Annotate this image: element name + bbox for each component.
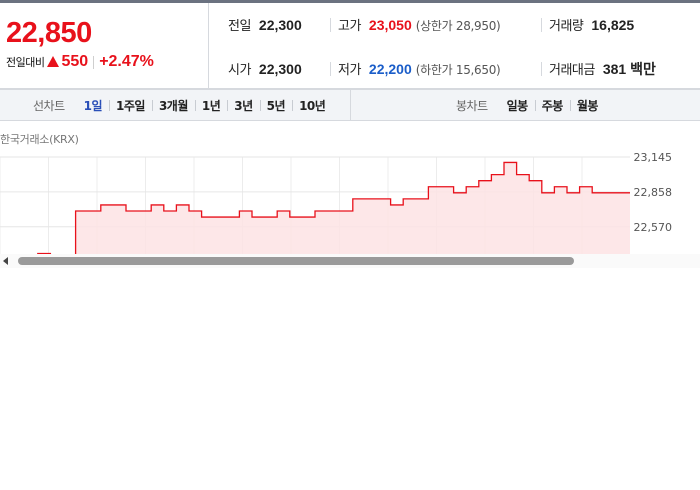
candle-chart-tabs: 봉차트 일봉 주봉 월봉	[456, 90, 605, 120]
tab-1-year[interactable]: 1년	[194, 97, 227, 114]
high-label: 고가	[338, 19, 361, 34]
volume-value: 16,825	[591, 17, 635, 33]
chart-scrollbar[interactable]	[0, 254, 700, 268]
divider	[93, 55, 95, 69]
low-value: 22,200	[368, 61, 412, 77]
prev-close-stat: 전일 22,300	[228, 15, 302, 34]
upper-limit: (상한가 28,950)	[415, 19, 501, 33]
divider	[541, 18, 542, 32]
prev-close-value: 22,300	[258, 17, 302, 33]
tab-1-week[interactable]: 1주일	[109, 97, 152, 114]
high-value: 23,050	[368, 17, 412, 33]
y-tick-label: 22,858	[634, 186, 673, 199]
trade-value-label: 거래대금	[549, 63, 595, 78]
prev-close-label: 전일	[228, 19, 251, 34]
current-price-box: 22,850 전일대비 550 +2.47%	[0, 3, 209, 88]
trade-value-value: 381 백만	[602, 61, 656, 77]
y-tick-label: 23,145	[634, 151, 673, 164]
current-price: 22,850	[6, 17, 92, 49]
change-row: 전일대비 550 +2.47%	[6, 53, 154, 71]
tab-10-years[interactable]: 10년	[292, 97, 332, 114]
open-stat: 시가 22,300	[228, 59, 302, 78]
trade-value-stat: 거래대금 381 백만	[549, 59, 656, 79]
lower-limit: (하한가 15,650)	[415, 63, 501, 77]
tab-weekly-candle[interactable]: 주봉	[534, 97, 570, 114]
line-chart-tabs: 선차트 1일 1주일 3개월 1년 3년 5년 10년	[33, 90, 332, 120]
high-stat: 고가 23,050 (상한가 28,950)	[338, 15, 501, 34]
scroll-left-arrow-icon[interactable]	[3, 257, 8, 265]
volume-label: 거래량	[549, 19, 584, 34]
divider	[541, 62, 542, 76]
low-label: 저가	[338, 63, 361, 78]
change-value: 550	[61, 53, 89, 70]
tab-1-day[interactable]: 1일	[83, 98, 103, 113]
open-label: 시가	[228, 63, 251, 78]
line-chart-label: 선차트	[33, 98, 65, 113]
price-line	[0, 161, 630, 261]
divider	[330, 62, 331, 76]
volume-stat: 거래량 16,825	[549, 15, 634, 34]
divider	[330, 18, 331, 32]
tab-daily-candle[interactable]: 일봉	[506, 98, 529, 113]
chart-tab-bar: 선차트 1일 1주일 3개월 1년 3년 5년 10년 봉차트 일봉 주봉 월봉	[0, 89, 700, 121]
exchange-label: 한국거래소(KRX)	[0, 133, 79, 146]
tab-3-months[interactable]: 3개월	[151, 97, 195, 114]
tab-5-years[interactable]: 5년	[259, 97, 292, 114]
y-tick-label: 22,570	[634, 221, 673, 234]
scrollbar-thumb[interactable]	[18, 257, 574, 265]
change-rate: +2.47%	[99, 53, 154, 70]
price-chart: 23,145 22,858 22,570 한국거래소(KRX)	[0, 120, 700, 262]
change-label: 전일대비	[6, 56, 45, 69]
top-border	[0, 0, 700, 3]
price-summary: 22,850 전일대비 550 +2.47% 전일 22,300 고가 23,0…	[0, 3, 700, 89]
up-triangle-icon	[47, 56, 60, 67]
tab-monthly-candle[interactable]: 월봉	[569, 97, 605, 114]
candle-chart-label: 봉차트	[456, 98, 488, 113]
y-axis-labels: 23,145 22,858 22,570	[634, 151, 673, 234]
open-value: 22,300	[258, 61, 302, 77]
price-chart-svg: 23,145 22,858 22,570	[0, 151, 673, 262]
divider	[350, 90, 351, 120]
low-stat: 저가 22,200 (하한가 15,650)	[338, 59, 501, 78]
tab-3-years[interactable]: 3년	[227, 97, 259, 114]
